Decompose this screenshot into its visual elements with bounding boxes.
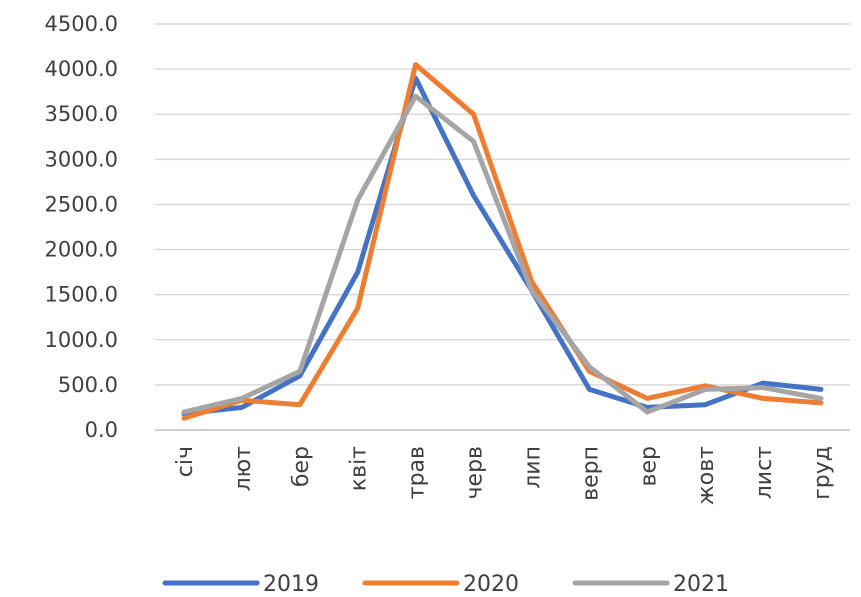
y-tick-label: 2500.0 (45, 192, 118, 216)
y-tick-label: 4000.0 (45, 57, 118, 81)
x-tick-label: верп (578, 446, 603, 501)
y-tick-label: 3500.0 (45, 102, 118, 126)
x-tick-label: бер (289, 446, 314, 487)
y-tick-label: 4500.0 (45, 12, 118, 36)
series-lines (181, 62, 824, 421)
x-tick-label: черв (463, 446, 488, 499)
x-tick-label: квіт (347, 446, 372, 491)
x-tick-label: трав (405, 446, 430, 499)
y-tick-label: 0.0 (85, 418, 118, 442)
x-tick-label: лют (231, 446, 256, 492)
y-tick-label: 2000.0 (45, 238, 118, 262)
gridlines (155, 23, 850, 431)
legend-label: 2020 (463, 572, 519, 597)
x-tick-label: груд (810, 446, 835, 500)
legend-label: 2019 (263, 572, 319, 597)
x-tick-label: жовт (694, 446, 719, 505)
series-line-2019 (181, 75, 824, 417)
x-tick-label: лип (520, 446, 545, 489)
x-tick-label: вер (636, 446, 661, 486)
legend-label: 2021 (673, 572, 729, 597)
y-tick-label: 1000.0 (45, 328, 118, 352)
y-tick-label: 3000.0 (45, 147, 118, 171)
x-axis-ticks: січ лют бер квіт трав черв лип верп вер жовт лист г… (173, 446, 835, 505)
y-tick-label: 500.0 (58, 373, 118, 397)
x-tick-label: лист (752, 446, 777, 499)
y-axis-ticks: 0.0 500.0 1000.0 1500.0 2000.0 2500.0 3000.0 35… (45, 12, 118, 442)
legend: 2019 2020 2021 (162, 572, 729, 597)
y-tick-label: 1500.0 (45, 283, 118, 307)
series-line-2021 (181, 93, 824, 415)
x-tick-label: січ (173, 446, 198, 477)
